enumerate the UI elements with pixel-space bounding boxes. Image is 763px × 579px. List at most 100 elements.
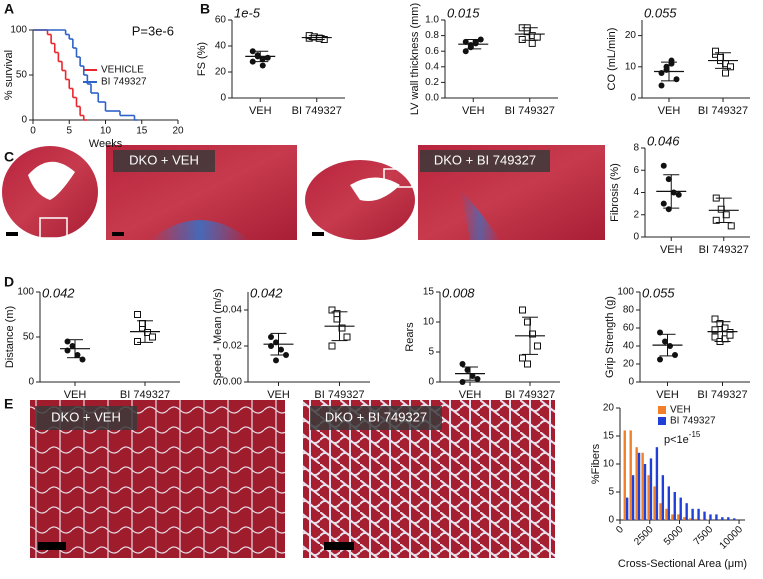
y-tick-label: 6 bbox=[633, 165, 639, 176]
x-axis-label: Weeks bbox=[89, 138, 123, 150]
histogram-bar bbox=[661, 475, 665, 520]
data-point bbox=[658, 82, 665, 89]
x-tick-label: VEH bbox=[267, 389, 290, 401]
histogram-bar bbox=[629, 430, 632, 520]
x-tick-label: BI 749327 bbox=[505, 389, 555, 401]
image-label: DKO + BI 749327 bbox=[434, 152, 536, 167]
data-point bbox=[134, 311, 141, 318]
panel-label: C bbox=[4, 149, 14, 165]
y-tick-label: 0.04 bbox=[223, 305, 243, 316]
y-tick-label: 2 bbox=[633, 209, 639, 220]
y-tick-label: 20 bbox=[603, 403, 615, 414]
x-tick-label: VEH bbox=[459, 389, 482, 401]
histogram-bar bbox=[667, 486, 670, 520]
x-tick-label: VEH bbox=[462, 105, 485, 117]
data-point bbox=[328, 342, 336, 350]
y-tick-label: 20 bbox=[625, 30, 637, 41]
data-point bbox=[672, 352, 678, 358]
data-point bbox=[533, 33, 541, 41]
data-point bbox=[518, 36, 526, 43]
y-axis-label: Fibrosis (%) bbox=[609, 163, 621, 222]
data-point bbox=[519, 354, 526, 362]
histogram-bar bbox=[683, 517, 686, 520]
p-value: 0.042 bbox=[42, 285, 75, 300]
p-value: 0.015 bbox=[447, 5, 480, 20]
y-tick-label: 0 bbox=[220, 93, 226, 104]
ventricle-lumen bbox=[350, 177, 400, 201]
histogram-bar bbox=[659, 503, 662, 520]
ventricle-lumen bbox=[28, 161, 75, 200]
data-point bbox=[459, 361, 466, 367]
histogram-bar bbox=[706, 519, 710, 520]
histogram-bar bbox=[655, 447, 659, 520]
histogram-bar bbox=[649, 458, 653, 520]
x-tick-label: BI 749327 bbox=[314, 389, 364, 401]
x-tick-label: BI 749327 bbox=[505, 105, 555, 117]
x-tick-label: 7500 bbox=[692, 524, 716, 548]
legend-swatch bbox=[658, 417, 666, 425]
p-value: 1e-5 bbox=[234, 5, 261, 20]
y-tick-label: 0 bbox=[628, 377, 634, 388]
data-point bbox=[722, 69, 729, 77]
histogram-bar bbox=[625, 497, 629, 520]
legend-label: BI 749327 bbox=[101, 77, 147, 88]
scale-bar bbox=[324, 542, 354, 550]
fibrosis-region bbox=[460, 190, 500, 240]
histogram-bar bbox=[631, 475, 635, 520]
data-point bbox=[673, 76, 680, 83]
image-label-box bbox=[113, 150, 215, 172]
data-point bbox=[469, 373, 476, 379]
y-axis-label: Speed - Mean (m/s) bbox=[212, 288, 224, 385]
panel-label: D bbox=[4, 274, 14, 290]
histogram-bar bbox=[727, 517, 730, 520]
data-point bbox=[534, 342, 541, 350]
histogram-bar bbox=[697, 508, 700, 520]
y-tick-label: 50 bbox=[16, 70, 28, 81]
histogram-bar bbox=[703, 511, 706, 520]
x-tick-label: BI 749327 bbox=[120, 389, 170, 401]
data-point bbox=[474, 376, 481, 382]
histogram-bar bbox=[715, 514, 718, 520]
fibrosis-region bbox=[150, 220, 250, 240]
data-point bbox=[665, 176, 672, 183]
p-value: 0.042 bbox=[250, 285, 283, 300]
y-tick-label: 60 bbox=[215, 15, 227, 26]
x-tick-label: 20 bbox=[172, 126, 184, 137]
data-point bbox=[675, 191, 682, 198]
y-tick-label: 40 bbox=[215, 41, 227, 52]
y-axis-label: Rears bbox=[404, 322, 416, 352]
data-point bbox=[467, 41, 474, 48]
data-point bbox=[259, 62, 266, 69]
p-value: 0.008 bbox=[442, 285, 475, 300]
histogram-bar bbox=[623, 430, 626, 520]
data-point bbox=[519, 306, 526, 314]
y-tick-label: 20 bbox=[623, 359, 635, 370]
image-label: DKO + BI 749327 bbox=[325, 409, 427, 424]
y-tick-label: 0.02 bbox=[223, 341, 243, 352]
x-tick-label: 5000 bbox=[662, 524, 686, 548]
y-tick-label: 0 bbox=[630, 93, 636, 104]
histogram-bar bbox=[733, 518, 736, 520]
y-tick-label: 1.0 bbox=[425, 15, 439, 26]
data-point bbox=[259, 56, 266, 62]
y-tick-label: 0 bbox=[21, 115, 27, 126]
histogram-bar bbox=[689, 518, 692, 520]
data-point bbox=[726, 331, 734, 339]
data-point bbox=[662, 338, 668, 345]
data-point bbox=[711, 326, 719, 334]
x-tick-label: VEH bbox=[249, 105, 272, 117]
histogram-bar bbox=[685, 503, 688, 520]
data-point bbox=[712, 47, 719, 55]
data-point bbox=[328, 306, 336, 314]
x-tick-label: 5 bbox=[66, 126, 72, 137]
p-value: P=3e-6 bbox=[132, 23, 174, 38]
image-label: DKO + VEH bbox=[129, 152, 199, 167]
data-point bbox=[278, 346, 284, 353]
histogram-bar bbox=[700, 519, 704, 520]
y-tick-label: 5 bbox=[608, 487, 614, 498]
histogram-bar bbox=[721, 517, 724, 520]
y-tick-label: 0 bbox=[28, 377, 34, 388]
y-tick-label: 4 bbox=[633, 187, 639, 198]
p-value: 0.046 bbox=[647, 133, 680, 148]
histogram-bar bbox=[691, 508, 694, 520]
